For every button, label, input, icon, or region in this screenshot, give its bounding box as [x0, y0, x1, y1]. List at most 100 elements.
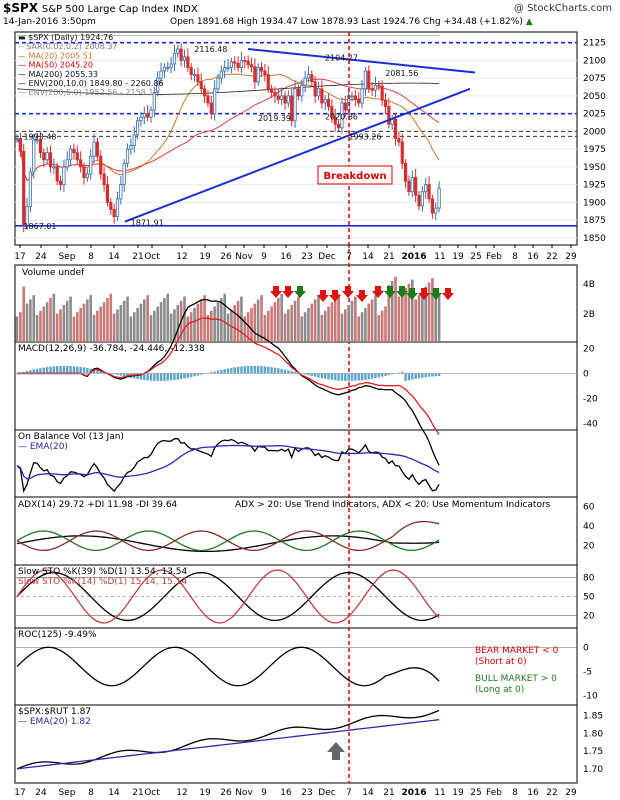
candle-body [353, 95, 357, 100]
volume-bar [29, 299, 32, 342]
macd-histogram-bar [380, 373, 384, 377]
down-arrow-icon [372, 286, 384, 298]
volume-bar [233, 305, 237, 342]
candle-body [414, 177, 418, 196]
candle-body [79, 159, 83, 168]
macd-histogram-bar [303, 373, 307, 375]
volume-bar [300, 316, 304, 342]
volume-bar [112, 313, 116, 342]
macd-histogram-bar [96, 369, 99, 374]
candle-body [303, 77, 307, 86]
volume-bar [280, 293, 283, 342]
volume-bar [196, 303, 200, 342]
volume-bar [277, 297, 280, 342]
macd-histogram-bar [283, 369, 287, 374]
macd-histogram-bar [273, 367, 277, 374]
candle-body [99, 155, 103, 175]
candle-body [129, 145, 133, 150]
volume-bar [384, 306, 387, 342]
x-axis-label-bottom: Dec [318, 788, 335, 798]
macd-histogram-bar [347, 373, 350, 381]
volume-bar [246, 312, 250, 342]
adx-tick-label: 20 [583, 542, 595, 552]
candle-body [290, 95, 294, 122]
roc-line [16, 646, 440, 687]
candle-body [216, 77, 220, 90]
candle-body [25, 206, 29, 226]
volume-bar [159, 302, 163, 342]
volume-bar [400, 292, 404, 342]
candle-body [424, 184, 428, 193]
macd-histogram-bar [387, 373, 391, 376]
x-axis-label: 12 [176, 252, 187, 262]
candle-body [306, 74, 311, 79]
macd-histogram-bar [250, 365, 253, 374]
candle-body [38, 139, 43, 154]
falling-trendline [247, 48, 476, 74]
macd-histogram-bar [52, 366, 56, 374]
volume-bar [250, 307, 253, 342]
candle-body [62, 166, 66, 186]
macd-histogram-bar [233, 367, 236, 374]
candle-body [152, 91, 156, 111]
volume-bar [96, 310, 99, 342]
candle-body [403, 162, 408, 182]
candle-body [310, 74, 314, 83]
rising-trendline [124, 87, 471, 223]
volume-tick-label: 4B [583, 280, 595, 290]
candle-body [112, 209, 116, 217]
volume-bar [166, 293, 170, 342]
macd-histogram-bar [384, 373, 387, 376]
candle-body [417, 194, 421, 207]
candle-body [192, 74, 197, 76]
volume-bar [79, 307, 82, 342]
volume-bar [223, 293, 226, 342]
candle-body [410, 177, 414, 193]
macd-histogram-bar [397, 372, 401, 374]
macd-histogram-bar [263, 366, 267, 374]
x-axis-label: 26 [220, 252, 232, 262]
macd-histogram-bar [213, 371, 216, 374]
volume-bar [210, 310, 213, 342]
legend-entry: — ENV(200,5.0) 1952.56 - 2158.10 [18, 88, 159, 97]
macd-histogram-bar [277, 368, 280, 374]
price-annotation: 2020.86 [325, 112, 358, 121]
macd-histogram-bar [421, 373, 424, 378]
volume-bar [213, 306, 216, 342]
candle-body [373, 84, 378, 91]
down-arrow-icon [282, 286, 294, 298]
x-axis-label-bottom: 14 [108, 788, 120, 798]
price-tick-label: 2075 [583, 74, 606, 84]
down-arrow-icon [356, 290, 368, 302]
candle-body [246, 60, 250, 66]
macd-histogram-bar [49, 366, 52, 374]
volume-bar [89, 295, 92, 342]
obv-ema-line [16, 444, 440, 480]
volume-bar [116, 309, 119, 342]
candle-body [326, 99, 331, 107]
macd-title: MACD(12,26,9) -36.784, -24.446, -12.338 [18, 344, 205, 354]
volume-bar [42, 306, 46, 342]
macd-histogram-bar [139, 373, 143, 380]
x-axis-label-bottom: 25 [470, 788, 481, 798]
volume-bar [65, 300, 69, 342]
price-annotation: 2019.39 [258, 114, 291, 123]
volume-bar [290, 305, 293, 342]
macd-histogram-bar [176, 373, 179, 380]
candle-body [383, 99, 388, 107]
roc-tick-label: -10 [583, 691, 598, 701]
candle-body [122, 162, 126, 186]
candle-body [253, 66, 257, 83]
candle-body [293, 88, 297, 122]
x-axis-label: 11 [434, 252, 445, 262]
candle-body [263, 70, 267, 76]
volume-bar [69, 296, 72, 342]
down-arrow-icon [329, 290, 341, 302]
macd-histogram-bar [437, 373, 441, 377]
adx-tick-label: 40 [583, 522, 595, 532]
x-axis-label-bottom: Feb [486, 788, 502, 798]
volume-bar [52, 293, 56, 342]
volume-bar [106, 297, 109, 342]
x-axis-label-bottom: 17 [14, 788, 25, 798]
volume-bar [82, 303, 86, 342]
